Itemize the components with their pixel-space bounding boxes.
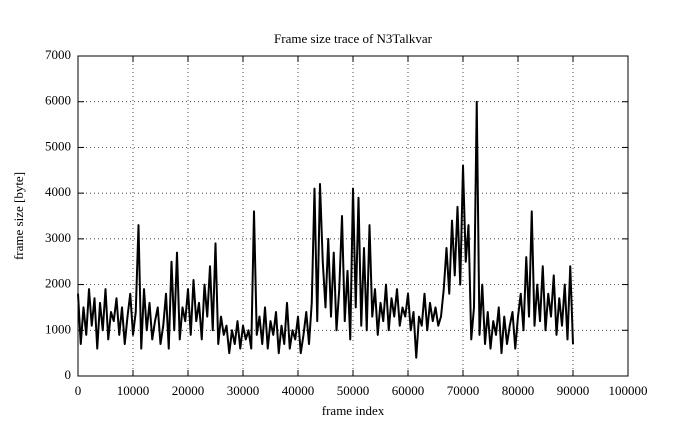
y-tick-label: 7000 <box>45 47 71 62</box>
y-tick-label: 5000 <box>45 138 71 153</box>
x-tick-label: 20000 <box>172 383 205 398</box>
x-tick-label: 60000 <box>392 383 425 398</box>
y-tick-label: 3000 <box>45 230 71 245</box>
y-tick-label: 0 <box>65 367 72 382</box>
y-axis-label: frame size [byte] <box>11 172 26 260</box>
x-tick-label: 0 <box>75 383 82 398</box>
x-tick-label: 90000 <box>557 383 590 398</box>
x-tick-label: 70000 <box>447 383 480 398</box>
y-tick-label: 2000 <box>45 276 71 291</box>
trace-line <box>77 100 574 359</box>
x-tick-label: 80000 <box>502 383 535 398</box>
x-tick-label: 100000 <box>609 383 648 398</box>
y-tick-label: 1000 <box>45 321 71 336</box>
x-tick-label: 40000 <box>282 383 315 398</box>
plot-frame <box>77 55 629 377</box>
y-tick-label: 4000 <box>45 184 71 199</box>
x-tick-label: 50000 <box>337 383 370 398</box>
x-tick-label: 30000 <box>227 383 260 398</box>
x-tick-label: 10000 <box>117 383 150 398</box>
chart-title: Frame size trace of N3Talkvar <box>274 31 433 46</box>
y-tick-label: 6000 <box>45 93 71 108</box>
x-axis-label: frame index <box>322 403 385 418</box>
